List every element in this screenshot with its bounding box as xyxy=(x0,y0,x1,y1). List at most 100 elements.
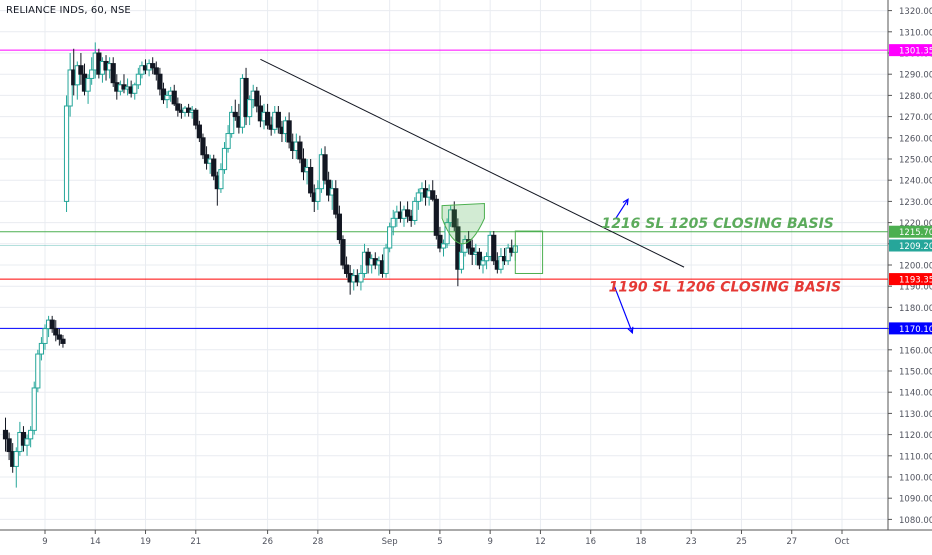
price-level-label: 1170.10 xyxy=(899,325,932,335)
candle-body xyxy=(247,99,253,118)
candle-body xyxy=(451,209,457,228)
annotation-long-setup: 1216 SL 1205 CLOSING BASIS xyxy=(601,216,833,232)
candle-body xyxy=(28,429,34,440)
candle-body xyxy=(437,234,443,249)
candle-body xyxy=(336,213,342,241)
time-tick-label: 27 xyxy=(786,537,797,547)
time-tick-label: 28 xyxy=(312,537,323,547)
price-level-badge xyxy=(889,225,932,238)
candle-body xyxy=(232,111,238,118)
candle-body xyxy=(175,103,181,111)
price-tick-label: 1090.00 xyxy=(899,495,932,505)
price-level-label: 1301.35 xyxy=(899,47,932,57)
candle-body xyxy=(157,73,163,90)
price-tick-label: 1110.00 xyxy=(899,452,932,462)
price-tick-label: 1120.00 xyxy=(899,431,932,441)
candle-body xyxy=(211,158,217,177)
candle-body xyxy=(469,247,475,255)
time-tick-label: 5 xyxy=(437,537,442,547)
candle-body xyxy=(13,451,19,467)
candle-body xyxy=(297,141,303,160)
price-tick-label: 1140.00 xyxy=(899,389,932,399)
candle-body xyxy=(476,251,483,266)
candle-body xyxy=(322,154,328,181)
candle-body xyxy=(218,169,224,190)
candle-body xyxy=(164,94,170,101)
price-tick-label: 1280.00 xyxy=(899,92,932,102)
price-tick-label: 1310.00 xyxy=(899,28,932,38)
candle-body xyxy=(31,387,37,431)
bullish-arrow xyxy=(615,198,629,219)
time-tick-label: 26 xyxy=(262,537,273,547)
price-tick-label: 1290.00 xyxy=(899,71,932,81)
candle-body xyxy=(225,133,231,149)
price-tick-label: 1230.00 xyxy=(899,198,932,208)
price-tick-label: 1200.00 xyxy=(899,262,932,272)
time-tick-label: 23 xyxy=(686,537,697,547)
candle-body xyxy=(56,334,62,340)
price-level-badge xyxy=(889,322,932,335)
candle-body xyxy=(387,226,393,249)
candle-body xyxy=(286,120,292,143)
candle-body xyxy=(67,69,73,107)
candle-body xyxy=(171,90,177,105)
time-tick-label: 9 xyxy=(42,537,47,547)
price-level-badge xyxy=(889,273,932,286)
price-tick-label: 1220.00 xyxy=(899,219,932,229)
time-tick-label: 14 xyxy=(90,537,101,547)
price-tick-label: 1240.00 xyxy=(899,177,932,187)
candle-body xyxy=(458,251,465,270)
bearish-arrow xyxy=(613,285,633,334)
candle-body xyxy=(132,84,138,94)
candle-body xyxy=(455,226,461,270)
candle-body xyxy=(383,247,389,274)
price-level-badge xyxy=(889,239,932,252)
price-tick-label: 1190.00 xyxy=(899,283,932,293)
candle-body xyxy=(229,111,235,135)
candle-body xyxy=(60,338,66,344)
candle-body xyxy=(42,328,48,344)
price-tick-label: 1100.00 xyxy=(899,474,932,484)
price-level-badge xyxy=(889,44,932,57)
candle-body xyxy=(358,272,364,283)
candle-body xyxy=(415,192,421,202)
cup-pattern-shape xyxy=(441,202,485,245)
candle-body xyxy=(49,319,55,330)
candle-body xyxy=(150,63,156,69)
candle-body xyxy=(24,438,30,446)
bullish-arrow-head xyxy=(622,198,629,206)
candle-body xyxy=(200,137,206,156)
annotation-short-setup: 1190 SL 1206 CLOSING BASIS xyxy=(609,280,841,296)
candle-body xyxy=(2,429,9,440)
candle-body xyxy=(430,190,436,200)
time-tick-label: 21 xyxy=(190,537,201,547)
price-level-label: 1209.20 xyxy=(899,242,932,252)
price-tick-label: 1160.00 xyxy=(899,346,932,356)
candle-body xyxy=(85,77,91,92)
candle-body xyxy=(466,239,472,249)
price-tick-label: 1320.00 xyxy=(899,7,932,17)
candle-body xyxy=(35,353,41,389)
time-tick-label: 16 xyxy=(585,537,596,547)
candle-body xyxy=(63,105,70,202)
time-tick-label: 18 xyxy=(636,537,647,547)
price-tick-label: 1250.00 xyxy=(899,156,932,166)
candle-body xyxy=(135,73,141,86)
candle-body xyxy=(153,67,159,75)
price-tick-label: 1130.00 xyxy=(899,410,932,420)
candle-body xyxy=(491,234,497,262)
candle-body xyxy=(193,109,199,126)
price-tick-label: 1270.00 xyxy=(899,113,932,123)
candle-body xyxy=(498,256,504,270)
candle-body xyxy=(390,217,396,228)
candle-body xyxy=(243,77,249,118)
price-level-label: 1193.35 xyxy=(899,276,932,286)
price-level-label: 1215.70 xyxy=(899,228,932,238)
resistance-box xyxy=(514,230,544,274)
candle-body xyxy=(110,63,116,84)
time-tick-label: 9 xyxy=(487,537,492,547)
time-tick-label: Oct xyxy=(835,537,850,547)
candle-body xyxy=(160,88,167,101)
